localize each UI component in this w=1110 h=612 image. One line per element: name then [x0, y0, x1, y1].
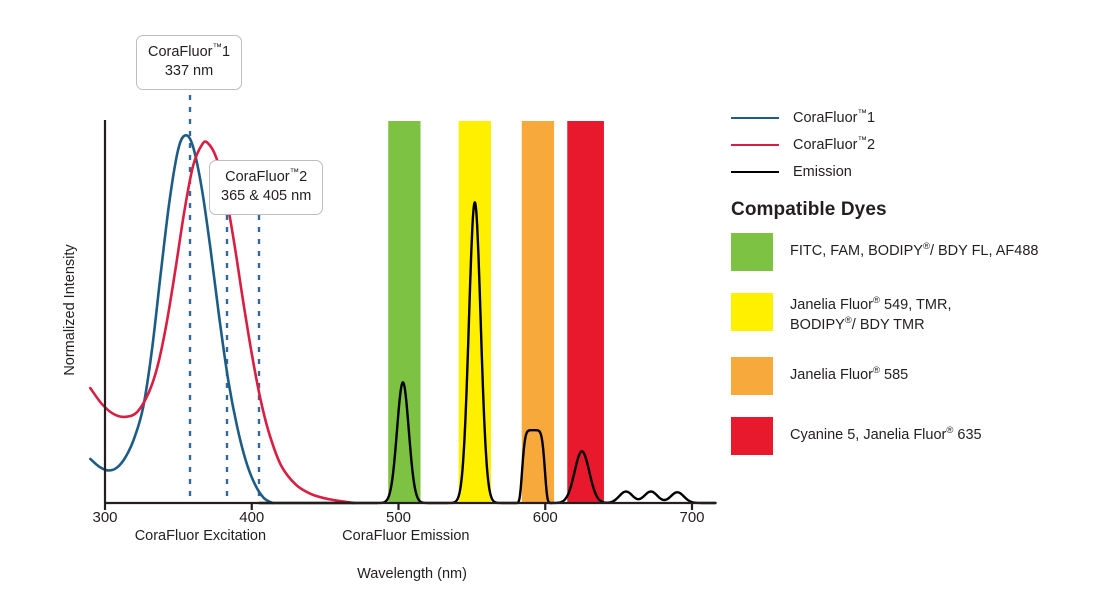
legend-corafluor-2-text: CoraFluor — [793, 136, 858, 153]
callout-2-name-tm-symbol: ™ — [289, 167, 300, 179]
callout-2-name-suffix: 2 — [299, 169, 308, 185]
dye-1-l2-seg0: BODIPY — [790, 317, 845, 333]
dye-2-l1-seg1: 585 — [880, 367, 909, 383]
callout-1-name-text: CoraFluor — [148, 44, 213, 60]
dye-row-0: FITC, FAM, BODIPY®/ BDY FL, AF488 — [731, 233, 1103, 271]
red-band — [567, 121, 604, 503]
x-tick-label-700: 700 — [679, 509, 705, 526]
dye-label-2-line1: Janelia Fluor® 585 — [790, 365, 909, 383]
dye-label-2: Janelia Fluor® 585 — [790, 357, 908, 385]
dye-label-1: Janelia Fluor® 549, TMR, BODIPY®/ BDY TMR — [790, 293, 951, 335]
dye-row-2: Janelia Fluor® 585 — [731, 357, 1103, 395]
legend-label-corafluor-2: CoraFluor™2 — [793, 134, 876, 153]
callout-2-line1: CoraFluor™2 — [225, 167, 308, 185]
green-band — [388, 121, 421, 503]
dye-row-3: Cyanine 5, Janelia Fluor® 635 — [731, 417, 1103, 455]
callout-1-name-tm-symbol: ™ — [212, 42, 222, 54]
excitation-marker-group — [188, 95, 261, 503]
dye-3-l1-seg1: 635 — [953, 427, 982, 443]
legend-line-swatch-emission — [731, 170, 779, 173]
curve-corafluor-1 — [89, 134, 274, 505]
plot-area: 300 400 500 600 700 CoraFluor Excitation Cora… — [62, 35, 717, 582]
legend-item-corafluor-2: CoraFluor™2 — [731, 131, 1101, 158]
dye-color-swatch-3 — [731, 417, 773, 455]
dye-0-l1-registered-symbol0: ® — [922, 241, 930, 253]
curve-corafluor-2 — [89, 140, 356, 505]
callout-1-name-suffix: 1 — [221, 44, 231, 60]
x-tick-group — [103, 503, 694, 510]
dye-color-swatch-0 — [731, 233, 773, 271]
dye-label-3-line1: Cyanine 5, Janelia Fluor® 635 — [790, 425, 982, 443]
x-tick-label-300: 300 — [92, 509, 118, 526]
x-tick-label-600: 600 — [532, 509, 558, 526]
dye-2-l1-seg0: Janelia Fluor — [790, 367, 874, 383]
legend-corafluor-1-text: CoraFluor — [793, 109, 858, 126]
dye-color-swatch-1 — [731, 293, 773, 331]
x-tick-label-500: 500 — [385, 509, 412, 526]
series-legend: CoraFluor™1 CoraFluor™2 Emission — [731, 104, 1101, 185]
dye-1-l1-seg1: 549, TMR, — [880, 297, 952, 313]
dye-0-l1-seg0: FITC, FAM, BODIPY — [790, 243, 923, 259]
compatible-dyes-list: FITC, FAM, BODIPY®/ BDY FL, AF488 Janelia… — [731, 233, 1103, 477]
legend-corafluor-2-tm-symbol: ™ — [857, 134, 867, 146]
legend-corafluor-1-suffix: 1 — [866, 109, 876, 126]
legend-corafluor-1-tm-symbol: ™ — [857, 107, 867, 119]
dye-label-1-line1: Janelia Fluor® 549, TMR, — [790, 295, 952, 313]
dye-row-1: Janelia Fluor® 549, TMR, BODIPY®/ BDY TMR — [731, 293, 1103, 335]
legend-item-emission: Emission — [731, 158, 1101, 185]
compatible-dyes-title: Compatible Dyes — [731, 199, 887, 220]
dye-1-l2-registered-symbol0: ® — [844, 315, 852, 327]
callout-1-line1: CoraFluor™1 — [148, 42, 231, 60]
range-label-emission: CoraFluor Emission — [342, 528, 470, 544]
dye-color-swatch-2 — [731, 357, 773, 395]
orange-band — [521, 121, 555, 503]
x-tick-label-400: 400 — [239, 509, 265, 526]
callout-corafluor-2: CoraFluor™2 365 & 405 nm — [209, 160, 324, 216]
y-axis-title: Normalized Intensity — [62, 244, 78, 376]
dye-3-l1-registered-symbol0: ® — [946, 425, 954, 437]
dye-label-0-line1: FITC, FAM, BODIPY®/ BDY FL, AF488 — [790, 241, 1039, 259]
legend-line-swatch-corafluor-2 — [731, 143, 779, 146]
dye-label-3: Cyanine 5, Janelia Fluor® 635 — [790, 417, 982, 445]
legend-label-corafluor-1: CoraFluor™1 — [793, 107, 876, 126]
callout-2-name-text: CoraFluor — [225, 169, 290, 185]
x-axis-title: Wavelength (nm) — [357, 566, 467, 582]
callout-2-line2: 365 & 405 nm — [221, 188, 312, 205]
callout-corafluor-1: CoraFluor™1 337 nm — [136, 35, 243, 91]
legend-corafluor-2-suffix: 2 — [866, 136, 876, 153]
dye-label-0: FITC, FAM, BODIPY®/ BDY FL, AF488 — [790, 233, 1038, 261]
dye-0-l1-seg1: / BDY FL, AF488 — [929, 243, 1039, 259]
dye-3-l1-seg0: Cyanine 5, Janelia Fluor — [790, 427, 947, 443]
legend-item-corafluor-1: CoraFluor™1 — [731, 104, 1101, 131]
dye-1-l1-registered-symbol0: ® — [873, 295, 881, 307]
dye-2-l1-registered-symbol0: ® — [873, 365, 881, 377]
range-label-excitation: CoraFluor Excitation — [134, 528, 267, 544]
legend-line-swatch-corafluor-1 — [731, 116, 779, 119]
spectra-svg — [89, 95, 717, 510]
dye-1-l1-seg0: Janelia Fluor — [790, 297, 874, 313]
callout-1-line2: 337 nm — [164, 63, 214, 80]
dye-label-1-line2: BODIPY®/ BDY TMR — [790, 315, 951, 335]
dye-1-l2-seg1: / BDY TMR — [851, 317, 925, 333]
dye-band-group — [388, 121, 604, 503]
legend-label-emission: Emission — [793, 163, 852, 180]
